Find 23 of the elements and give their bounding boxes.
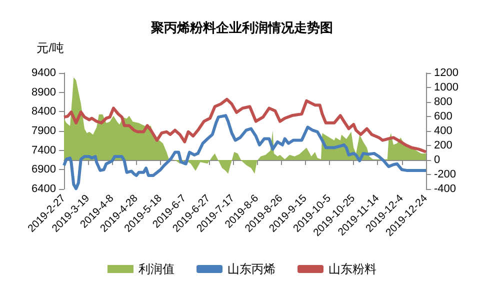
line-series <box>62 98 428 154</box>
y-axis-title: 元/吨 <box>36 41 64 55</box>
y-tick-label: 7900 <box>32 125 56 137</box>
y2-tick-label: 1000 <box>434 82 458 94</box>
y2-tick-label: 1200 <box>434 67 458 79</box>
y-tick-label: 6900 <box>32 164 56 176</box>
legend-label: 山东丙烯 <box>228 262 276 276</box>
y-tick-label: 8900 <box>32 86 56 98</box>
legend-label: 山东粉料 <box>328 262 376 276</box>
y-tick-label: 7400 <box>32 144 56 156</box>
y-tick-label: 9400 <box>32 67 56 79</box>
y2-tick-label: 600 <box>434 110 452 122</box>
y-tick-label: 6400 <box>32 183 56 195</box>
y2-tick-label: 400 <box>434 125 452 137</box>
line-series <box>62 114 428 190</box>
y2-tick-label: -400 <box>434 183 456 195</box>
y2-tick-label: 800 <box>434 96 452 108</box>
y2-tick-label: 200 <box>434 140 452 152</box>
y-tick-label: 8400 <box>32 106 56 118</box>
y2-tick-label: 0 <box>434 154 440 166</box>
y2-tick-label: -200 <box>434 168 456 180</box>
chart-title: 聚丙烯粉料企业利润情况走势图 <box>150 20 333 35</box>
legend-label: 利润值 <box>138 262 174 276</box>
